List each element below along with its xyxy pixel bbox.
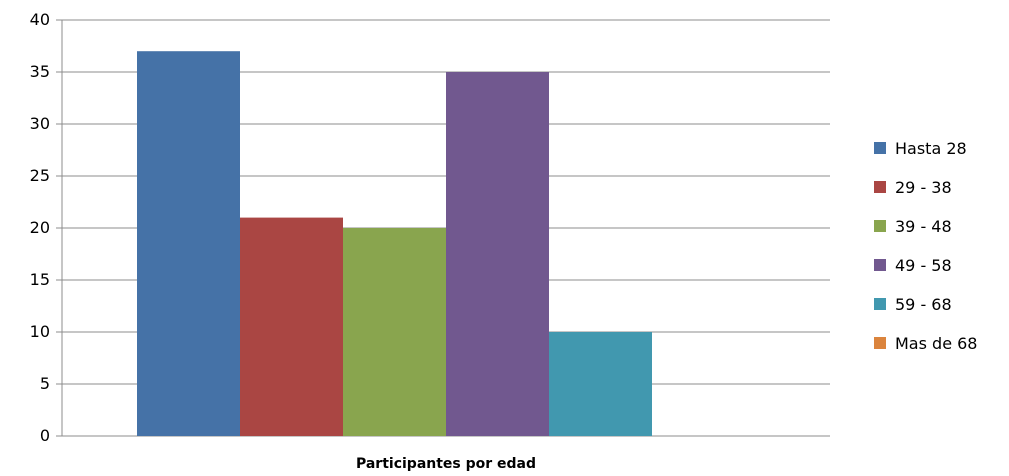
x-axis: Participantes por edad	[356, 456, 536, 472]
legend-label: 29 - 38	[895, 178, 952, 197]
legend-item: Mas de 68	[874, 334, 977, 353]
y-tick-label: 30	[30, 114, 50, 133]
legend-label: 49 - 58	[895, 256, 952, 275]
bars	[137, 51, 652, 436]
legend-swatch	[874, 142, 886, 154]
legend-item: Hasta 28	[874, 139, 967, 158]
y-tick-label: 0	[40, 426, 50, 445]
legend-swatch	[874, 298, 886, 310]
legend-swatch	[874, 181, 886, 193]
y-tick-label: 25	[30, 166, 50, 185]
legend-item: 49 - 58	[874, 256, 952, 275]
legend-item: 59 - 68	[874, 295, 952, 314]
legend-label: 59 - 68	[895, 295, 952, 314]
legend-label: Mas de 68	[895, 334, 977, 353]
legend-item: 39 - 48	[874, 217, 952, 236]
legend-item: 29 - 38	[874, 178, 952, 197]
y-tick-label: 35	[30, 62, 50, 81]
legend-swatch	[874, 259, 886, 271]
bar-hasta-28	[137, 51, 240, 436]
bar-29-38	[240, 217, 343, 436]
x-axis-label: Participantes por edad	[356, 456, 536, 472]
bar-39-48	[343, 228, 446, 436]
legend-label: 39 - 48	[895, 217, 952, 236]
y-tick-label: 15	[30, 270, 50, 289]
bar-49-58	[446, 72, 549, 436]
y-tick-label: 10	[30, 322, 50, 341]
legend-swatch	[874, 220, 886, 232]
legend: Hasta 28 29 - 38 39 - 48 49 - 58 59 - 68 Mas …	[874, 139, 977, 353]
y-tick-label: 20	[30, 218, 50, 237]
legend-label: Hasta 28	[895, 139, 967, 158]
bar-59-68	[549, 332, 652, 436]
legend-swatch	[874, 337, 886, 349]
y-tick-label: 40	[30, 10, 50, 29]
y-tick-label: 5	[40, 374, 50, 393]
